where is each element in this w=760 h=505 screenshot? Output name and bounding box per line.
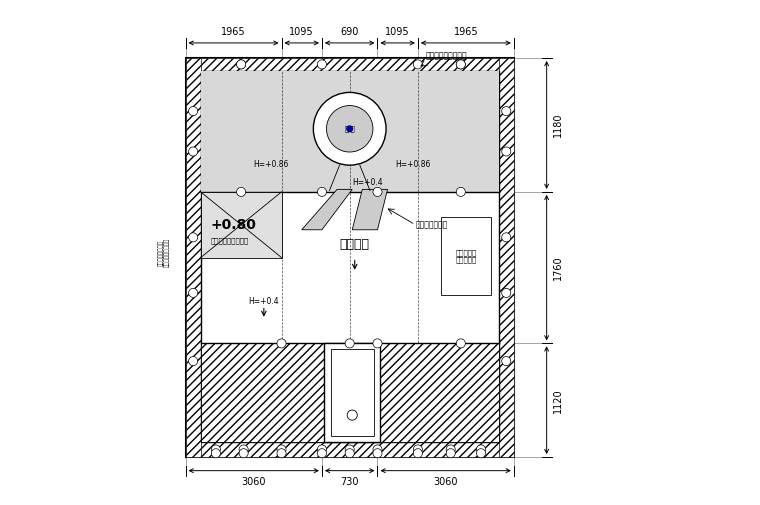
Circle shape	[211, 448, 220, 458]
Text: 730: 730	[340, 477, 359, 487]
Bar	[331, 349, 374, 436]
Text: 1095: 1095	[385, 27, 410, 37]
Bar	[201, 71, 499, 442]
Circle shape	[477, 448, 486, 458]
Circle shape	[239, 448, 249, 458]
Circle shape	[239, 445, 249, 454]
Circle shape	[502, 233, 511, 242]
Circle shape	[211, 445, 220, 454]
Bar	[185, 58, 514, 457]
Text: 拆除过程洞
口用板封盖: 拆除过程洞 口用板封盖	[455, 249, 477, 264]
Circle shape	[236, 60, 245, 69]
Text: 3060: 3060	[242, 477, 266, 487]
Circle shape	[456, 187, 465, 196]
Bar	[201, 442, 499, 457]
Circle shape	[346, 125, 353, 132]
Circle shape	[373, 339, 382, 348]
Circle shape	[318, 448, 327, 458]
Polygon shape	[352, 189, 388, 230]
Text: 外侧洞口满搭防护栏: 外侧洞口满搭防护栏	[426, 51, 467, 60]
Bar	[201, 58, 499, 71]
Circle shape	[188, 288, 198, 297]
Bar	[499, 58, 514, 457]
Circle shape	[277, 448, 286, 458]
Circle shape	[188, 233, 198, 242]
Text: +0.80: +0.80	[211, 218, 257, 232]
Bar	[201, 71, 499, 192]
Circle shape	[277, 339, 286, 348]
Text: H=+0.4: H=+0.4	[352, 178, 383, 187]
Bar	[380, 343, 499, 442]
Text: 690: 690	[340, 27, 359, 37]
Circle shape	[413, 445, 423, 454]
Circle shape	[236, 60, 245, 69]
Circle shape	[345, 448, 354, 458]
Text: H=+0.86: H=+0.86	[254, 160, 289, 169]
Circle shape	[318, 445, 327, 454]
Bar	[201, 192, 281, 258]
Circle shape	[188, 147, 198, 156]
Circle shape	[446, 445, 455, 454]
Text: 建筑屋面: 建筑屋面	[340, 238, 370, 251]
Text: 铜钟安装洞口部: 铜钟安装洞口部	[416, 220, 448, 229]
Circle shape	[277, 445, 286, 454]
Text: H=+0.4: H=+0.4	[249, 296, 279, 306]
Circle shape	[318, 187, 327, 196]
Circle shape	[413, 448, 423, 458]
Circle shape	[373, 448, 382, 458]
Text: 1965: 1965	[454, 27, 478, 37]
Circle shape	[502, 107, 511, 116]
Text: 1760: 1760	[553, 256, 562, 280]
Circle shape	[347, 410, 357, 420]
Text: 1095: 1095	[290, 27, 314, 37]
Circle shape	[446, 448, 455, 458]
Circle shape	[345, 339, 354, 348]
Circle shape	[188, 107, 198, 116]
Bar	[441, 217, 491, 295]
Bar	[325, 343, 380, 442]
Bar	[185, 58, 201, 457]
Circle shape	[373, 187, 382, 196]
Polygon shape	[302, 189, 352, 230]
Circle shape	[413, 60, 423, 69]
Bar	[201, 343, 325, 442]
Circle shape	[456, 60, 465, 69]
Circle shape	[456, 60, 465, 69]
Circle shape	[327, 106, 373, 152]
Text: 1120: 1120	[553, 388, 562, 413]
Text: 防护栏水平杆、立杆: 防护栏水平杆、立杆	[211, 237, 249, 244]
Circle shape	[188, 357, 198, 366]
Circle shape	[318, 60, 327, 69]
Text: H=+0.86: H=+0.86	[395, 160, 430, 169]
Circle shape	[502, 288, 511, 297]
Circle shape	[345, 445, 354, 454]
Text: 铜·钟: 铜·钟	[344, 125, 355, 132]
Circle shape	[502, 357, 511, 366]
Circle shape	[373, 445, 382, 454]
Text: 3060: 3060	[433, 477, 458, 487]
Circle shape	[502, 147, 511, 156]
Circle shape	[477, 445, 486, 454]
Circle shape	[236, 187, 245, 196]
Text: 1965: 1965	[221, 27, 246, 37]
Circle shape	[313, 92, 386, 165]
Text: 1180: 1180	[553, 113, 562, 137]
Text: 防护栏与女儿墙拉
接短水平杆、短立杆: 防护栏与女儿墙拉 接短水平杆、短立杆	[158, 238, 170, 267]
Circle shape	[456, 339, 465, 348]
